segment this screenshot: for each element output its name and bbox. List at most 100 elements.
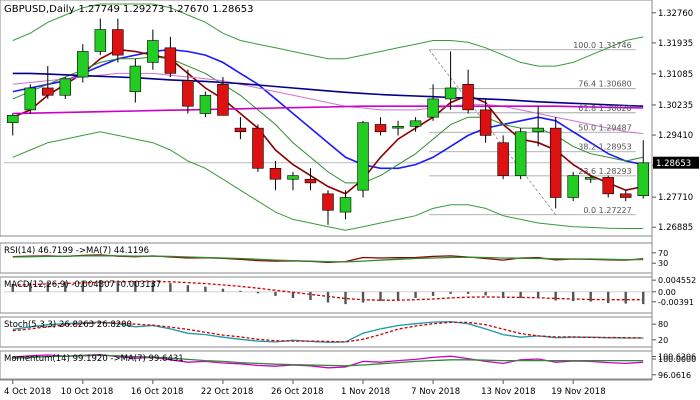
rsi-panel-label: RSI(14) 46.7199 ->MA(7) 44.1196: [4, 246, 149, 256]
macd-bar: [466, 291, 470, 294]
candle: [357, 120, 369, 198]
macd-bar: [484, 291, 487, 296]
macd-bar: [501, 291, 505, 298]
candle: [129, 58, 142, 103]
x-tick-label: 13 Nov 2018: [481, 387, 535, 397]
macd-bar: [326, 291, 330, 303]
candle: [112, 18, 124, 63]
price-tick-label: 1.30235: [658, 101, 693, 111]
candle-body: [444, 87, 457, 100]
candle-body: [129, 65, 142, 92]
macd-tick-label: 0.004552: [658, 276, 696, 285]
candle-body: [462, 84, 474, 111]
candle: [322, 190, 334, 225]
macd-bar: [151, 281, 155, 292]
macd-bar: [99, 280, 102, 292]
macd-bar: [431, 291, 435, 296]
candle: [427, 84, 439, 121]
x-tick-label: 4 Oct 2018: [4, 387, 51, 397]
macd-bar: [589, 291, 592, 302]
candle-body: [532, 127, 544, 133]
candle-body: [182, 80, 194, 107]
candle-body: [409, 120, 422, 127]
candle-body: [567, 175, 579, 198]
macd-bar: [134, 281, 137, 292]
fib-level-label: 38.2 1.28953: [578, 143, 631, 152]
macd-bar: [344, 291, 347, 305]
x-tick-label: 7 Nov 2018: [411, 387, 460, 397]
candle-body: [479, 109, 492, 136]
fib-level-label: 0.0 1.27227: [583, 206, 631, 215]
stoch-tick-label: 20: [658, 336, 668, 345]
price-tick-label: 1.29410: [658, 131, 693, 141]
macd-bar: [29, 283, 32, 292]
macd-bar: [81, 280, 85, 292]
candle: [42, 66, 54, 99]
momentum-tick-label: 100.6206: [658, 353, 696, 362]
macd-bar: [256, 291, 260, 294]
candle: [392, 120, 404, 136]
candle-body: [7, 115, 19, 123]
candle: [252, 124, 264, 172]
symbol-label: GBPUSD,Daily: [4, 4, 75, 15]
candle: [59, 77, 72, 99]
ma-line-bb-lower: [12, 131, 644, 231]
x-tick-label: 26 Oct 2018: [271, 387, 324, 397]
candle-body: [620, 193, 632, 198]
macd-bar: [204, 286, 207, 292]
candle: [7, 113, 19, 136]
candle: [94, 18, 107, 56]
candle: [147, 29, 159, 70]
macd-bar: [221, 288, 225, 292]
candle: [514, 128, 527, 180]
x-tick-label: 16 Oct 2018: [131, 387, 184, 397]
rsi-tick-label: 70: [658, 249, 668, 258]
rsi-series-line: [12, 255, 644, 263]
candle-body: [24, 87, 36, 111]
macd-bar: [414, 291, 417, 298]
candle: [602, 175, 614, 198]
candle: [374, 117, 387, 136]
candle-body: [497, 142, 509, 176]
momentum-series-line: [12, 353, 644, 369]
candle: [549, 117, 562, 209]
price-tick-label: 1.27710: [658, 193, 693, 203]
candle-body: [287, 175, 299, 180]
chart-header: GBPUSD,Daily 1.27749 1.29273 1.27670 1.28…: [4, 4, 253, 15]
fib-level-label: 100.0 1.31746: [573, 41, 632, 50]
macd-bar: [116, 280, 120, 292]
candle-body: [112, 29, 124, 56]
candle: [77, 44, 89, 83]
fib-level-label: 76.4 1.30680: [578, 80, 631, 89]
candle: [462, 69, 474, 114]
candle-body: [357, 122, 369, 191]
x-tick-label: 1 Nov 2018: [341, 387, 390, 397]
stoch-tick-label: 80: [658, 320, 668, 329]
macd-bar: [449, 291, 452, 294]
candle-body: [234, 127, 247, 133]
candle: [269, 160, 282, 191]
current-price-label: 1.28653: [656, 159, 691, 169]
macd-bar: [11, 284, 14, 292]
fib-level-label: 23.6 1.28293: [578, 167, 631, 176]
candle: [234, 117, 247, 140]
candle-body: [339, 197, 352, 213]
candle-body: [252, 127, 264, 169]
candle: [199, 91, 212, 118]
stoch-series-line: [12, 321, 644, 343]
rsi-tick-label: 30: [658, 259, 668, 268]
candle: [287, 171, 299, 191]
candle: [304, 168, 317, 191]
price-tick-label: 1.32760: [658, 9, 693, 19]
ma-line-magenta: [12, 105, 644, 115]
candle: [444, 51, 457, 110]
macd-bar: [274, 291, 277, 296]
macd-bar: [46, 282, 49, 292]
macd-bar: [309, 291, 312, 300]
macd-bar: [571, 291, 575, 302]
candle: [164, 36, 177, 78]
fib-level-label: 61.8 1.30020: [578, 104, 631, 113]
macd-bar: [291, 291, 295, 298]
price-tick-label: 1.26885: [658, 223, 693, 233]
candle-body: [42, 87, 54, 96]
